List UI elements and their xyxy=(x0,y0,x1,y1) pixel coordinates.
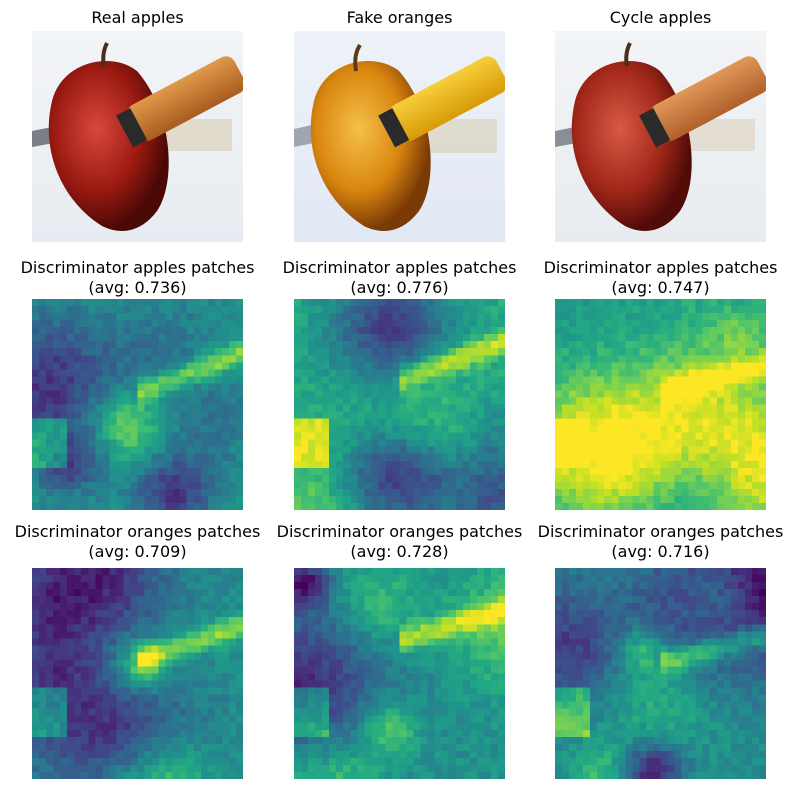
disc-apples-heatmap-2 xyxy=(294,299,505,510)
real-apples-title: Real apples xyxy=(91,8,184,27)
disc-oranges-title-3: Discriminator oranges patches xyxy=(537,522,784,541)
disc-apples-avg-2: (avg: 0.776) xyxy=(350,278,449,297)
cycle-apples-photo xyxy=(555,31,766,242)
fake-oranges-photo xyxy=(294,31,505,242)
disc-oranges-title-2: Discriminator oranges patches xyxy=(276,522,523,541)
real-apples-photo xyxy=(32,31,243,242)
cycle-apples-title: Cycle apples xyxy=(609,8,712,27)
disc-oranges-heatmap-2 xyxy=(294,568,505,779)
disc-oranges-heatmap-3 xyxy=(555,568,766,779)
disc-apples-avg-1: (avg: 0.736) xyxy=(88,278,187,297)
fake-oranges-title: Fake oranges xyxy=(346,8,453,27)
disc-apples-title-3: Discriminator apples patches xyxy=(543,258,778,277)
cycle-apples-image xyxy=(555,31,766,242)
disc-apples-heatmap-3 xyxy=(555,299,766,510)
disc-apples-heatmap-1 xyxy=(32,299,243,510)
disc-apples-title-2: Discriminator apples patches xyxy=(282,258,517,277)
disc-apples-title-1: Discriminator apples patches xyxy=(20,258,255,277)
fake-oranges-image xyxy=(294,31,505,242)
disc-oranges-avg-1: (avg: 0.709) xyxy=(88,542,187,561)
disc-oranges-heatmap-1 xyxy=(32,568,243,779)
real-apples-image xyxy=(32,31,243,242)
disc-oranges-avg-3: (avg: 0.716) xyxy=(611,542,710,561)
disc-oranges-avg-2: (avg: 0.728) xyxy=(350,542,449,561)
disc-oranges-title-1: Discriminator oranges patches xyxy=(14,522,261,541)
disc-apples-avg-3: (avg: 0.747) xyxy=(611,278,710,297)
